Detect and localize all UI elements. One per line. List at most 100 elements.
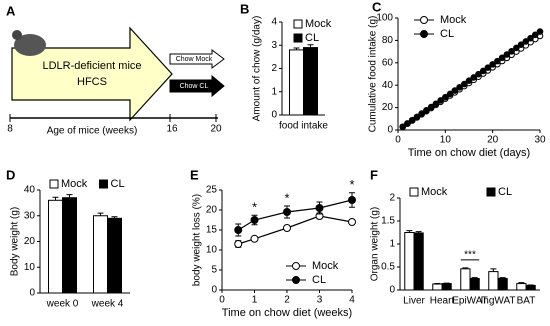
y-tick-label: 10	[24, 262, 36, 273]
x-tick-label: 1	[252, 295, 258, 306]
error-bar	[518, 282, 525, 284]
x-tick-label: 0	[395, 135, 401, 146]
legend-swatch	[293, 33, 303, 43]
y-axis-label: Body weight (g)	[10, 207, 21, 276]
x-tick-label: IngWAT	[480, 296, 515, 307]
marker	[283, 208, 291, 216]
bar	[469, 278, 480, 291]
marker	[418, 110, 425, 117]
error-bar	[111, 216, 118, 219]
legend-swatch	[293, 19, 303, 29]
x-tick-label: 20	[487, 135, 499, 146]
y-tick-label: 1.5	[381, 216, 395, 227]
bar	[413, 232, 424, 291]
legend-label: CL	[312, 274, 326, 286]
y-tick-label: 20	[206, 205, 218, 216]
x-tick-label: BAT	[517, 296, 536, 307]
y-tick-label: 10	[206, 245, 218, 256]
branch-label: Chow Mock	[176, 56, 213, 63]
legend-label: Mock	[440, 14, 467, 26]
legend-marker	[420, 16, 428, 24]
x-tick-label: EpiWAT	[452, 296, 488, 307]
y-tick-label: 40	[24, 185, 36, 196]
legend-label: Mock	[61, 178, 88, 190]
y-tick-label: 1	[271, 86, 277, 97]
y-tick-label: 4	[271, 17, 277, 28]
y-tick-label: 60	[382, 57, 394, 68]
y-tick-label: 15	[206, 225, 218, 236]
marker	[451, 87, 459, 94]
branch-arrow	[169, 49, 225, 69]
marker	[503, 51, 511, 58]
x-tick-label: 2	[284, 295, 290, 306]
annotation: *	[252, 200, 257, 215]
marker	[513, 44, 520, 52]
marker	[446, 90, 454, 98]
marker	[456, 84, 463, 91]
legend-label: Mock	[305, 18, 332, 30]
y-tick-label: 0	[389, 285, 395, 296]
y-tick-label: 2	[271, 63, 277, 74]
y-tick-label: 2	[389, 193, 395, 204]
bar	[404, 232, 415, 291]
marker	[423, 106, 430, 114]
x-axis-label: Time on chow diet (weeks)	[222, 307, 352, 319]
marker	[494, 57, 501, 65]
marker	[527, 34, 534, 42]
x-tick-label: food intake	[279, 121, 328, 132]
y-tick-label: 100	[376, 13, 393, 24]
y-axis-label: Amount of chow (g/day)	[252, 16, 263, 122]
mouse-icon	[12, 30, 22, 40]
bar	[516, 283, 527, 291]
marker	[442, 93, 449, 101]
x-tick-label: 30	[534, 135, 546, 146]
bar	[289, 49, 304, 116]
error-bar	[406, 230, 413, 233]
bar	[432, 283, 443, 291]
marker	[315, 204, 324, 212]
marker	[234, 240, 243, 248]
diagram: A LDLR-deficient mice HFCS Chow Mock Cho…	[6, 3, 225, 137]
y-tick-label: 1	[389, 239, 395, 250]
bar	[303, 47, 318, 116]
bar	[48, 199, 63, 294]
annotation: *	[284, 190, 289, 205]
marker	[427, 103, 435, 111]
timeline-label: Age of mice (weeks)	[47, 126, 138, 137]
marker	[348, 218, 356, 226]
legend-label: CL	[111, 178, 125, 190]
error-bar	[471, 277, 478, 279]
diet-arrow	[11, 26, 173, 122]
marker	[522, 38, 530, 45]
panel-label: B	[240, 1, 249, 16]
error-bar	[499, 277, 506, 279]
y-axis-label: Cumulative food intake (g)	[368, 16, 379, 133]
marker	[465, 77, 473, 85]
marker	[470, 74, 478, 81]
y-tick-label: 40	[382, 80, 394, 91]
diagram-title: LDLR-deficient mice	[42, 60, 141, 72]
legend-marker	[292, 276, 300, 284]
y-tick-label: 0	[29, 288, 35, 299]
y-tick-label: 25	[206, 185, 218, 196]
x-tick-label: Liver	[403, 296, 425, 307]
marker	[250, 216, 259, 224]
marker	[408, 116, 416, 124]
y-tick-label: 5	[211, 265, 217, 276]
marker	[404, 120, 411, 127]
x-tick-label: 10	[440, 135, 452, 146]
legend-label: CL	[305, 32, 319, 44]
marker	[413, 113, 421, 121]
error-bar	[415, 231, 422, 233]
x-tick-label: Heart	[430, 296, 455, 307]
legend-label: Mock	[312, 260, 339, 272]
bar	[441, 283, 452, 291]
marker	[283, 224, 291, 232]
panel-label: F	[370, 167, 378, 182]
marker	[399, 123, 407, 131]
mouse-icon	[14, 34, 46, 56]
panel-label: E	[190, 167, 199, 182]
bar	[107, 217, 122, 294]
y-tick-label: 30	[24, 210, 36, 221]
